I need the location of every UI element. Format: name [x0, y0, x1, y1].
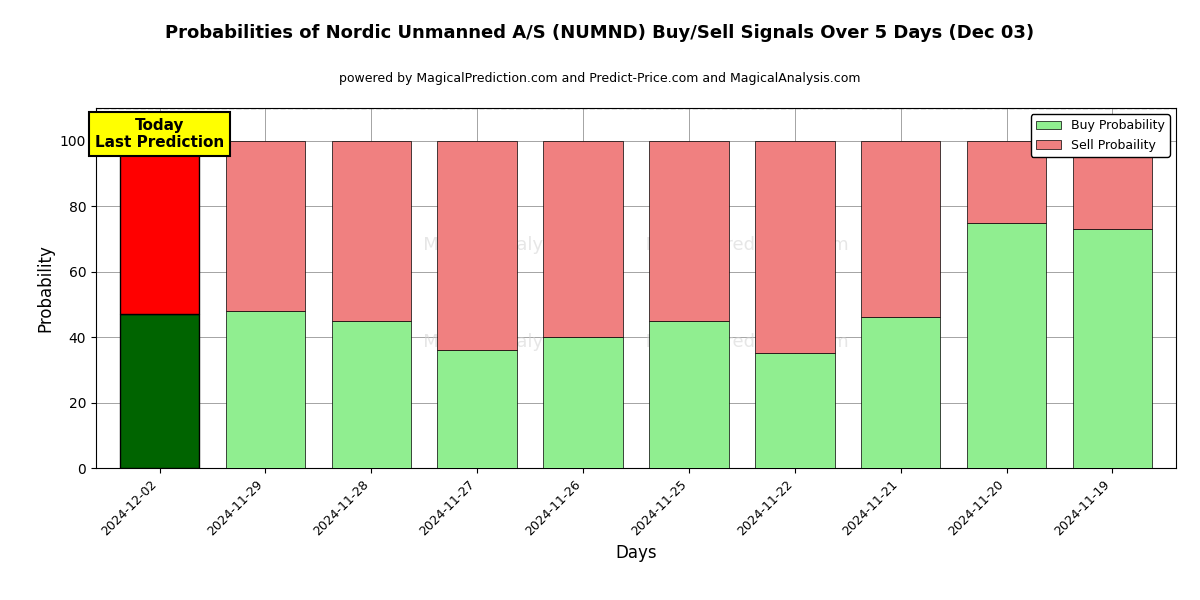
Text: powered by MagicalPrediction.com and Predict-Price.com and MagicalAnalysis.com: powered by MagicalPrediction.com and Pre…	[340, 72, 860, 85]
Bar	[967, 141, 1046, 223]
Bar	[967, 223, 1046, 468]
Text: Today
Last Prediction: Today Last Prediction	[95, 118, 224, 150]
Text: MagicalAnalysis.com      MagicalPrediction.com: MagicalAnalysis.com MagicalPrediction.co…	[406, 333, 866, 351]
Bar	[120, 141, 199, 314]
Bar	[1073, 141, 1152, 229]
Text: Probabilities of Nordic Unmanned A/S (NUMND) Buy/Sell Signals Over 5 Days (Dec 0: Probabilities of Nordic Unmanned A/S (NU…	[166, 24, 1034, 42]
Bar	[438, 350, 517, 468]
Bar	[649, 321, 728, 468]
Bar	[544, 337, 623, 468]
Bar	[862, 317, 941, 468]
Bar	[331, 321, 412, 468]
Bar	[331, 141, 412, 321]
X-axis label: Days: Days	[616, 544, 656, 562]
Y-axis label: Probability: Probability	[36, 244, 54, 332]
Bar	[755, 353, 834, 468]
Bar	[544, 141, 623, 337]
Text: MagicalAnalysis.com      MagicalPrediction.com: MagicalAnalysis.com MagicalPrediction.co…	[406, 236, 866, 254]
Legend: Buy Probability, Sell Probaility: Buy Probability, Sell Probaility	[1031, 114, 1170, 157]
Bar	[226, 141, 305, 311]
Bar	[226, 311, 305, 468]
Bar	[120, 314, 199, 468]
Bar	[862, 141, 941, 317]
Bar	[755, 141, 834, 353]
Bar	[649, 141, 728, 321]
Bar	[438, 141, 517, 350]
Bar	[1073, 229, 1152, 468]
